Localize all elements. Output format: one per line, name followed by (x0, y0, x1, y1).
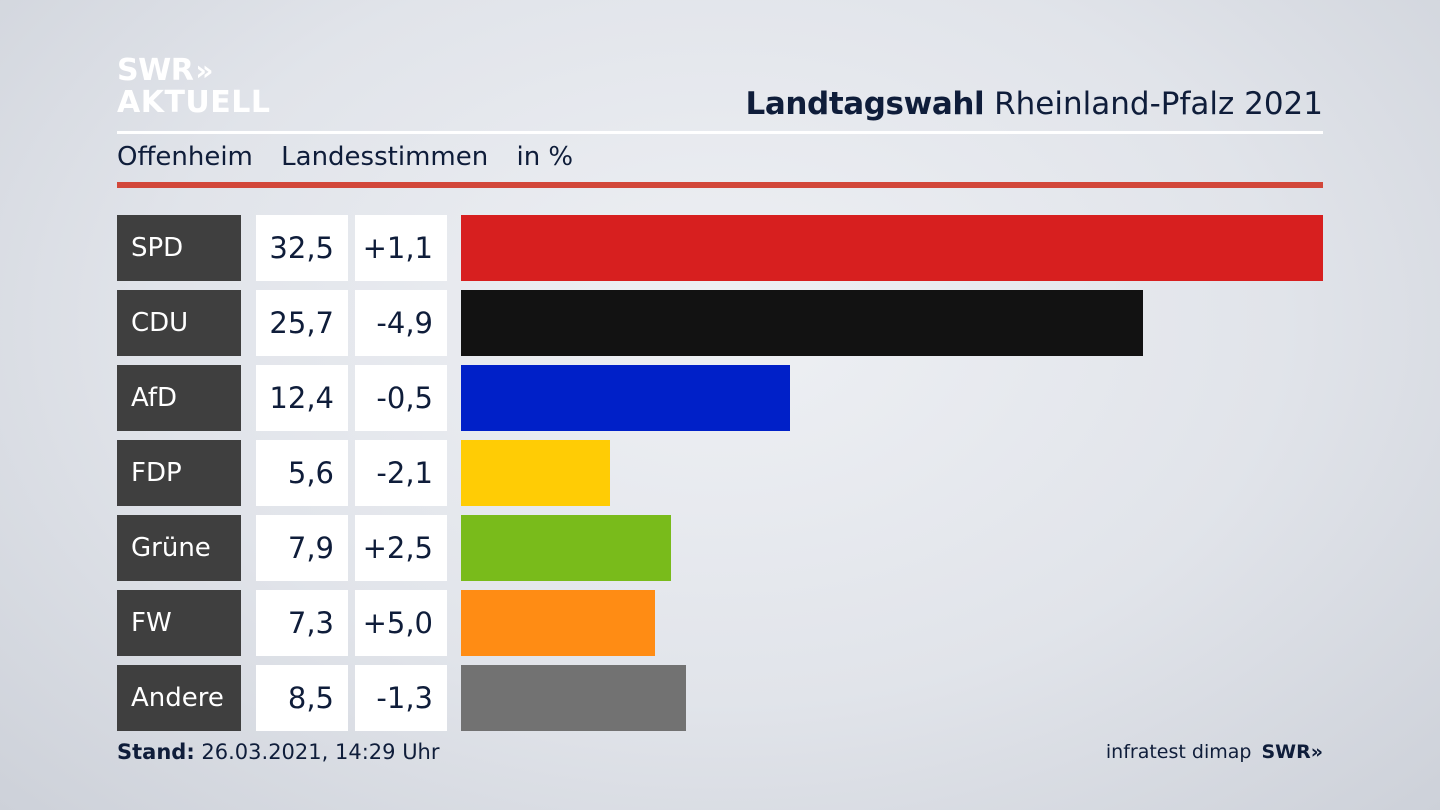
chart-row: FDP 5,6 -2,1 (117, 440, 1323, 506)
vote-share-bar (461, 590, 655, 656)
change-value: -1,3 (355, 665, 447, 731)
timestamp: Stand: 26.03.2021, 14:29 Uhr (117, 740, 440, 764)
chart-row: FW 7,3 +5,0 (117, 590, 1323, 656)
brand-text: SWR (1261, 741, 1311, 763)
vote-share-value: 7,9 (256, 515, 348, 581)
title-bold: Landtagswahl (745, 86, 985, 122)
source-credit: infratest dimap SWR» (1106, 741, 1323, 763)
logo-aktuell-text: AKTUELL (117, 85, 271, 120)
vote-type-label: Landesstimmen (281, 142, 489, 172)
vote-share-value: 25,7 (256, 290, 348, 356)
chart-row: AfD 12,4 -0,5 (117, 365, 1323, 431)
logo-chevrons: » (195, 54, 213, 87)
header-divider (117, 131, 1323, 134)
vote-share-value: 12,4 (256, 365, 348, 431)
vote-share-bar (461, 665, 687, 731)
change-value: +1,1 (355, 215, 447, 281)
change-value: +5,0 (355, 590, 447, 656)
swr-aktuell-logo: SWR» AKTUELL (117, 55, 271, 119)
vote-share-value: 32,5 (256, 215, 348, 281)
vote-share-value: 7,3 (256, 590, 348, 656)
unit-label: in % (516, 142, 574, 172)
chart-subtitle: Offenheim Landesstimmen in % (117, 142, 593, 172)
source-label: infratest dimap (1105, 741, 1252, 763)
party-label: SPD (117, 215, 241, 281)
stand-label: Stand: (117, 740, 195, 764)
party-label: FW (117, 590, 241, 656)
change-value: -0,5 (355, 365, 447, 431)
swr-brand: SWR» (1261, 741, 1323, 763)
vote-share-bar (461, 365, 790, 431)
change-value: -4,9 (355, 290, 447, 356)
vote-share-value: 8,5 (256, 665, 348, 731)
vote-share-bar (461, 515, 671, 581)
accent-divider (117, 182, 1323, 188)
chart-row: CDU 25,7 -4,9 (117, 290, 1323, 356)
chart-row: SPD 32,5 +1,1 (117, 215, 1323, 281)
vote-share-bar (461, 290, 1143, 356)
party-label: Andere (117, 665, 241, 731)
vote-share-bar (461, 440, 610, 506)
chart-row: Andere 8,5 -1,3 (117, 665, 1323, 731)
stand-value: 26.03.2021, 14:29 Uhr (201, 740, 440, 764)
page-title: Landtagswahl Rheinland-Pfalz 2021 (745, 86, 1323, 122)
vote-share-value: 5,6 (256, 440, 348, 506)
change-value: -2,1 (355, 440, 447, 506)
location-label: Offenheim (117, 142, 253, 172)
party-label: Grüne (117, 515, 241, 581)
vote-share-bar (461, 215, 1323, 281)
change-value: +2,5 (355, 515, 447, 581)
title-rest: Rheinland-Pfalz 2021 (994, 86, 1323, 122)
party-label: FDP (117, 440, 241, 506)
party-label: CDU (117, 290, 241, 356)
party-label: AfD (117, 365, 241, 431)
brand-chevrons: » (1310, 741, 1323, 763)
logo-swr-text: SWR (117, 53, 194, 88)
chart-row: Grüne 7,9 +2,5 (117, 515, 1323, 581)
